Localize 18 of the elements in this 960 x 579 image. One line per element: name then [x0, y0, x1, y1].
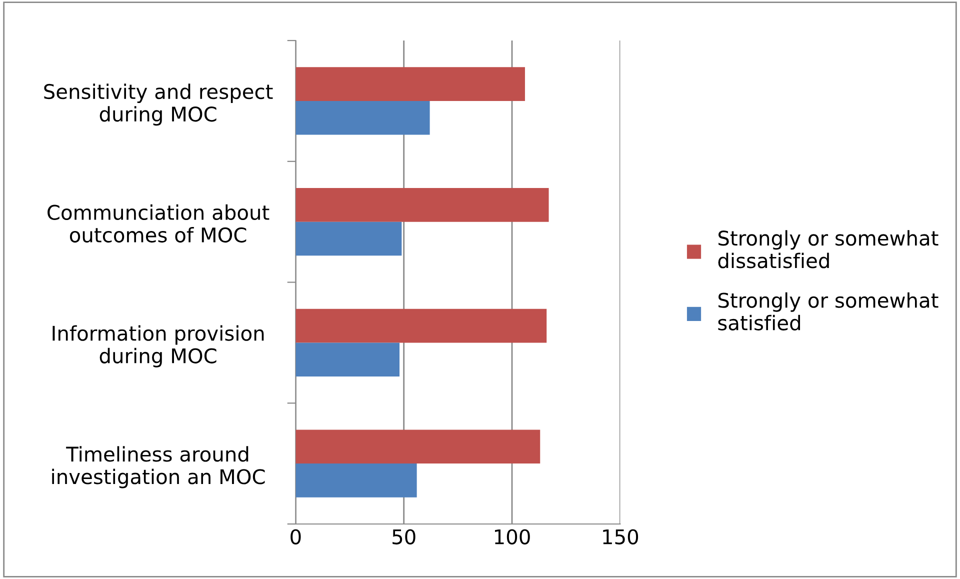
- x-tick-label: 0: [290, 529, 301, 544]
- x-tick-label: 150: [603, 529, 638, 544]
- bar: [296, 464, 417, 498]
- x-tick-label: 100: [494, 529, 530, 544]
- bar: [296, 430, 540, 464]
- legend-label: Strongly or somewhat dissatisfied: [718, 230, 938, 268]
- legend-label: Strongly or somewhat satisfied: [718, 292, 938, 330]
- bar: [296, 188, 549, 222]
- bar: [296, 100, 430, 135]
- y-tick-label: Communciation about outcomes of MOC: [48, 204, 270, 243]
- bar: [296, 67, 525, 101]
- bar: [296, 342, 400, 377]
- bar: [296, 308, 547, 343]
- y-tick-label: Information provision during MOC: [52, 325, 264, 368]
- y-tick-label: Timeliness around investigation an MOC: [52, 446, 265, 488]
- bar: [296, 222, 402, 256]
- y-tick-label: Sensitivity and respect during MOC: [44, 84, 273, 126]
- x-tick-label: 50: [392, 529, 416, 544]
